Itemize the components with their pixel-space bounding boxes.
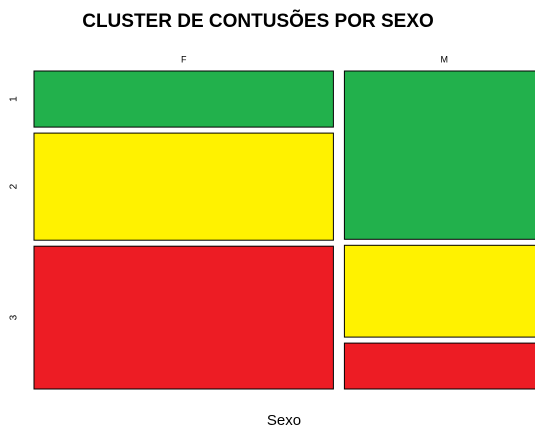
row-label: 2 xyxy=(9,183,20,189)
mosaic-cell xyxy=(343,342,535,390)
x-axis-label: Sexo xyxy=(267,412,301,428)
mosaic-cell xyxy=(33,132,334,241)
column-label: F xyxy=(181,54,187,64)
mosaic-cell xyxy=(343,70,535,240)
mosaic-cell xyxy=(33,245,334,390)
chart-title: CLUSTER DE CONTUSÕES POR SEXO xyxy=(82,10,434,32)
mosaic-cell xyxy=(33,70,334,128)
column-label: M xyxy=(440,54,448,64)
mosaic-cell xyxy=(343,244,535,338)
row-label: 3 xyxy=(9,314,20,320)
row-label: 1 xyxy=(9,96,20,102)
